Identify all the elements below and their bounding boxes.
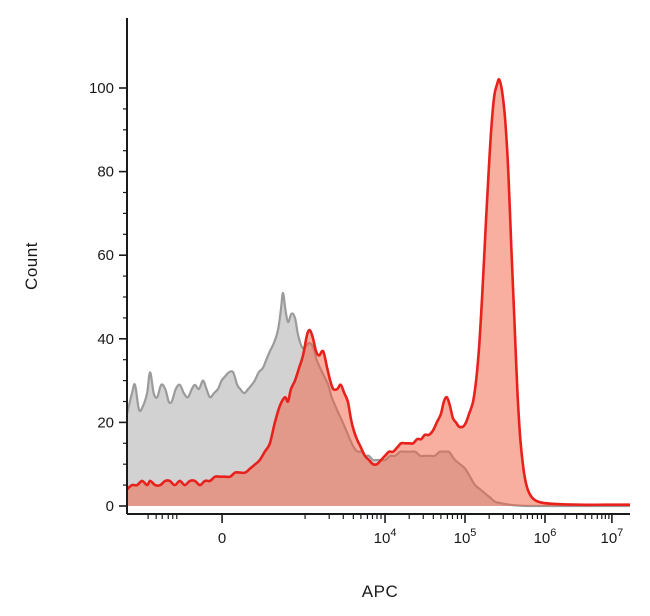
- gray-control-histogram-area: [127, 292, 630, 506]
- y-tick-label: 100: [89, 80, 114, 97]
- y-axis-title: Count: [22, 242, 41, 290]
- x-tick-label: 104: [374, 527, 397, 547]
- red-stained-histogram-area: [127, 79, 630, 507]
- x-tick-label: 105: [454, 527, 477, 547]
- red-stained-histogram-curve: [126, 77, 630, 507]
- y-tick-label: 20: [97, 414, 114, 431]
- y-tick-label: 40: [97, 331, 114, 348]
- x-tick-label: 0: [218, 530, 226, 547]
- y-tick-label: 60: [97, 247, 114, 264]
- x-axis-title: APC: [361, 582, 399, 601]
- x-tick-label: 107: [600, 527, 623, 547]
- x-tick-label: 106: [534, 527, 557, 547]
- y-tick-label: 80: [97, 164, 114, 181]
- y-tick-label: 0: [106, 498, 114, 515]
